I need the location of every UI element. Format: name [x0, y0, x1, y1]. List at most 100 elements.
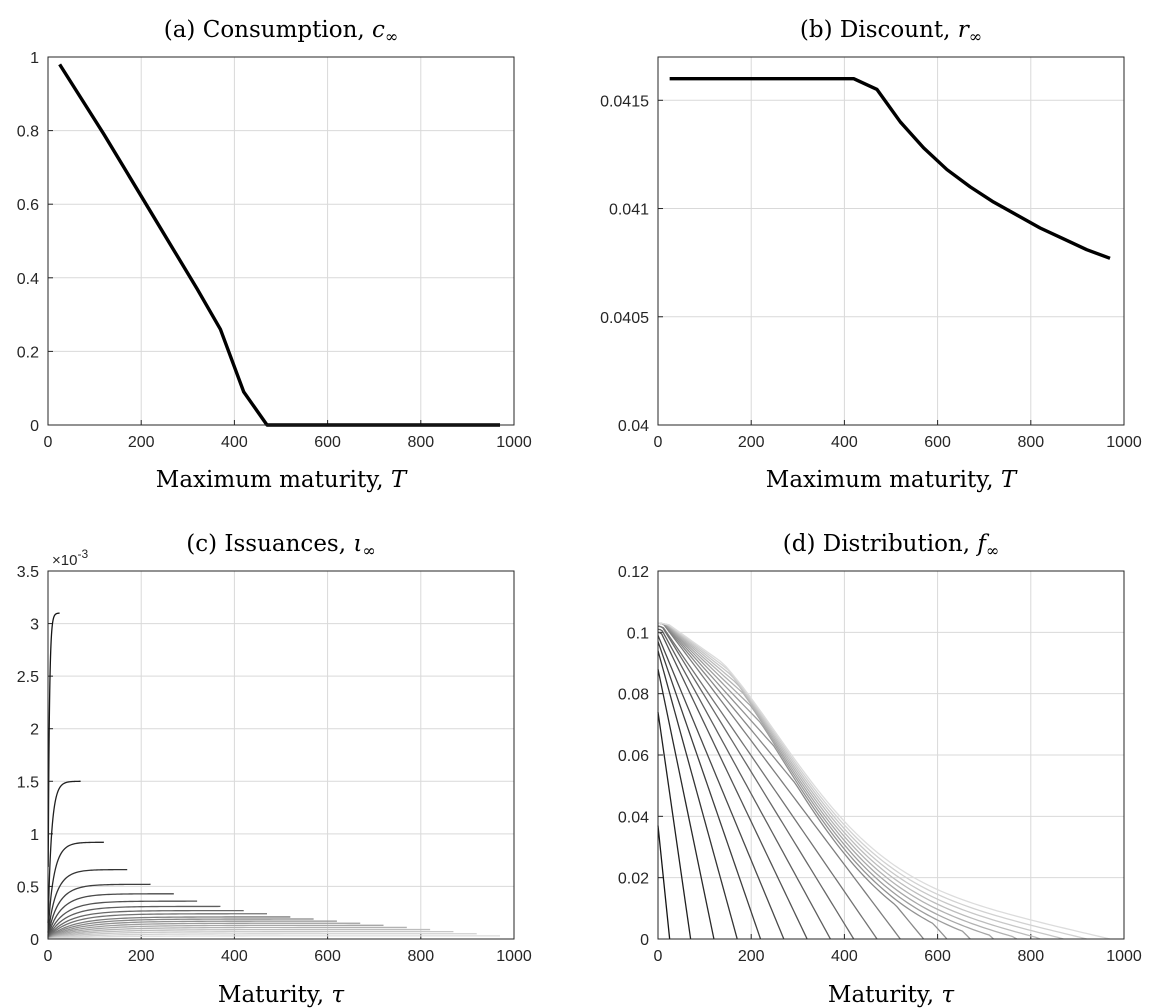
panel-c-grid	[47, 570, 515, 940]
y-tick-label: 0	[30, 418, 39, 435]
y-tick-label: 0.041	[609, 202, 649, 219]
y-tick-label: 0.6	[17, 197, 39, 214]
issuance-curve	[47, 918, 314, 940]
x-tick-label: 800	[407, 434, 434, 451]
distribution-curve	[657, 650, 738, 940]
distribution-curve	[657, 622, 994, 940]
panel-d-axes	[657, 570, 1125, 940]
panel-d-xlabel: Maturity, τ	[828, 982, 955, 1008]
issuance-curve	[47, 922, 361, 940]
x-tick-label: 800	[407, 948, 434, 965]
panel-discount: (b) Discount, r∞ 0 200 400 600 800 1000 0.04 0.…	[600, 17, 1142, 493]
x-tick-label: 800	[1017, 434, 1044, 451]
x-tick-label: 200	[128, 434, 155, 451]
issuance-curve	[47, 841, 104, 933]
panel-b-ticks: 0 200 400 600 800 1000 0.04 0.0405 0.041 0.0415	[600, 93, 1142, 451]
y-tick-label: 1	[30, 50, 39, 67]
distribution-curve	[657, 631, 808, 940]
panel-d-grid	[657, 570, 1125, 940]
panel-c-ticks: 0 200 400 600 800 1000 0 0.5 1 1.5 2 2.5 3 3.5	[17, 564, 532, 965]
panel-b-axes	[657, 56, 1125, 426]
x-tick-label: 600	[314, 948, 341, 965]
distribution-curve	[657, 622, 1041, 940]
issuance-curve	[47, 780, 81, 923]
issuance-curve	[47, 868, 128, 936]
x-tick-label: 1000	[1106, 948, 1142, 965]
x-tick-label: 600	[314, 434, 341, 451]
distribution-curve	[657, 622, 1087, 940]
issuance-curve	[47, 913, 268, 939]
distribution-curve	[657, 622, 1018, 940]
y-tick-label: 0.2	[17, 344, 39, 361]
distribution-curve	[657, 711, 692, 940]
distribution-curve	[657, 622, 971, 940]
y-tick-label: 0.02	[618, 871, 649, 888]
panel-issuances: (c) Issuances, ι∞ ×10-3 0 200 400 600 800 100…	[17, 531, 532, 1008]
y-tick-label: 0	[30, 932, 39, 949]
x-tick-label: 200	[738, 434, 765, 451]
y-tick-label: 0.08	[618, 687, 649, 704]
x-tick-label: 800	[1017, 948, 1044, 965]
issuance-curve	[47, 924, 384, 940]
issuance-curve	[47, 900, 198, 939]
x-tick-label: 0	[654, 948, 663, 965]
distribution-curve	[657, 625, 878, 940]
panel-d-series	[657, 622, 1111, 940]
issuance-curve	[47, 935, 501, 940]
x-tick-label: 0	[654, 434, 663, 451]
panel-a-xlabel: Maximum maturity, T	[156, 467, 408, 493]
issuance-curve	[47, 933, 477, 940]
panel-c-series	[47, 612, 501, 940]
distribution-curve	[657, 825, 671, 940]
panel-a-series	[58, 63, 501, 427]
x-tick-label: 1000	[496, 434, 532, 451]
y-tick-label: 0.04	[618, 418, 649, 435]
x-tick-label: 1000	[1106, 434, 1142, 451]
distribution-curve	[657, 625, 855, 940]
panel-consumption: (a) Consumption, c∞ 0 200 400 600 800 1000 0 0.…	[17, 17, 532, 493]
y-tick-label: 0.06	[618, 748, 649, 765]
distribution-curve	[657, 669, 715, 940]
issuance-curve	[47, 928, 431, 940]
panel-b-title: (b) Discount, r∞	[800, 17, 982, 46]
distribution-curve	[657, 622, 948, 940]
distribution-curve	[657, 641, 762, 940]
distribution-curve	[657, 622, 1064, 940]
y-tick-label: 2.5	[17, 669, 39, 686]
series-line	[669, 76, 1111, 260]
issuance-curve	[47, 883, 151, 937]
x-tick-label: 400	[221, 948, 248, 965]
y-tick-label: 0.1	[627, 625, 649, 642]
panel-d-ticks: 0 200 400 600 800 1000 0 0.02 0.04 0.06 0.08 0.1 0.1…	[618, 564, 1142, 965]
issuance-curve	[47, 926, 407, 940]
panel-c-axes	[47, 570, 515, 940]
panel-b-series	[669, 76, 1111, 260]
series-line	[58, 63, 501, 427]
panel-d-title: (d) Distribution, f∞	[783, 531, 999, 560]
y-tick-label: 1	[30, 827, 39, 844]
y-tick-label: 3	[30, 617, 39, 634]
y-tick-label: 0.0405	[600, 310, 649, 327]
panel-a-ticks: 0 200 400 600 800 1000 0 0.2 0.4 0.6 0.8 1	[17, 50, 532, 451]
x-tick-label: 0	[44, 434, 53, 451]
distribution-curve	[657, 622, 901, 940]
x-tick-label: 400	[831, 948, 858, 965]
y-tick-label: 1.5	[17, 774, 39, 791]
y-tick-label: 0.4	[17, 271, 39, 288]
x-tick-label: 200	[128, 948, 155, 965]
issuance-curve	[47, 893, 174, 938]
panel-b-grid	[657, 57, 1125, 426]
y-tick-label: 0	[640, 932, 649, 949]
y-tick-label: 0.0415	[600, 93, 649, 110]
x-tick-label: 400	[831, 434, 858, 451]
issuance-curve	[47, 920, 337, 940]
panel-distribution: (d) Distribution, f∞ 0 200 400 600 800 100000…	[618, 531, 1142, 1008]
x-tick-label: 200	[738, 948, 765, 965]
y-tick-label: 0.5	[17, 879, 39, 896]
distribution-curve	[657, 635, 785, 940]
x-tick-label: 400	[221, 434, 248, 451]
panel-a-title: (a) Consumption, c∞	[164, 17, 398, 46]
x-tick-label: 600	[924, 434, 951, 451]
y-tick-label: 0.12	[618, 564, 649, 581]
